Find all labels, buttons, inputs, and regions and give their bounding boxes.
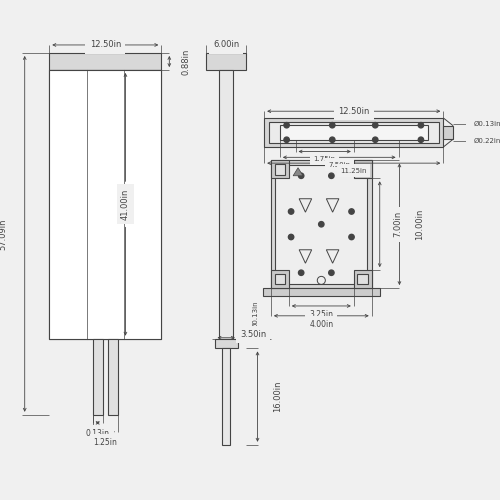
Bar: [50, 53, 162, 70]
Bar: [276, 165, 367, 284]
Circle shape: [372, 137, 378, 142]
Text: 12.50in: 12.50in: [90, 40, 121, 50]
Bar: [358, 274, 368, 284]
Text: Ø0.13in: Ø0.13in: [474, 122, 500, 128]
Text: 3.50in: 3.50in: [240, 330, 266, 338]
Text: 1.25in: 1.25in: [94, 438, 117, 446]
Bar: [93, 338, 102, 415]
Circle shape: [418, 137, 424, 142]
Bar: [444, 126, 453, 139]
Text: Ø0.22in: Ø0.22in: [474, 138, 500, 143]
Circle shape: [288, 209, 294, 214]
Circle shape: [330, 137, 335, 142]
Text: 16.00in: 16.00in: [273, 381, 282, 412]
Text: 11.25in: 11.25in: [340, 168, 367, 173]
Text: 0.88in: 0.88in: [182, 48, 191, 74]
Bar: [50, 70, 86, 338]
Bar: [274, 274, 285, 284]
Text: 7.50in: 7.50in: [328, 162, 350, 168]
Bar: [124, 70, 162, 338]
Circle shape: [298, 173, 304, 178]
Circle shape: [328, 270, 334, 276]
Bar: [86, 70, 124, 338]
Text: 1.75in: 1.75in: [314, 156, 336, 162]
Bar: [268, 122, 439, 142]
Circle shape: [349, 209, 354, 214]
Text: 3.25in: 3.25in: [310, 310, 334, 320]
Circle shape: [418, 122, 424, 128]
Bar: [108, 338, 118, 415]
Circle shape: [328, 173, 334, 178]
Circle shape: [284, 122, 290, 128]
Bar: [271, 160, 372, 288]
Text: 10.00in: 10.00in: [415, 208, 424, 240]
Text: 7.00in: 7.00in: [393, 211, 402, 238]
Circle shape: [330, 122, 335, 128]
Bar: [280, 126, 428, 140]
Bar: [263, 288, 380, 296]
Circle shape: [318, 222, 324, 227]
Bar: [206, 53, 246, 70]
Bar: [271, 270, 289, 288]
Circle shape: [284, 137, 290, 142]
Bar: [354, 270, 372, 288]
Bar: [219, 70, 234, 338]
Circle shape: [288, 234, 294, 240]
Bar: [358, 164, 368, 175]
Bar: [214, 338, 238, 348]
Bar: [271, 160, 289, 178]
Bar: [274, 164, 285, 175]
Bar: [50, 70, 162, 338]
Bar: [264, 118, 444, 147]
Text: 41.00in: 41.00in: [121, 188, 130, 220]
Circle shape: [349, 234, 354, 240]
Text: 6.00in: 6.00in: [213, 40, 240, 50]
Text: 4.00in: 4.00in: [309, 320, 334, 330]
Text: 12.50in: 12.50in: [338, 106, 370, 116]
Circle shape: [372, 122, 378, 128]
Text: Ø0.13in: Ø0.13in: [252, 300, 258, 328]
Bar: [354, 160, 372, 178]
Polygon shape: [293, 168, 303, 176]
Text: 57.09in: 57.09in: [0, 218, 8, 250]
Text: 0.13in: 0.13in: [86, 428, 110, 438]
Circle shape: [298, 270, 304, 276]
Bar: [222, 348, 230, 444]
